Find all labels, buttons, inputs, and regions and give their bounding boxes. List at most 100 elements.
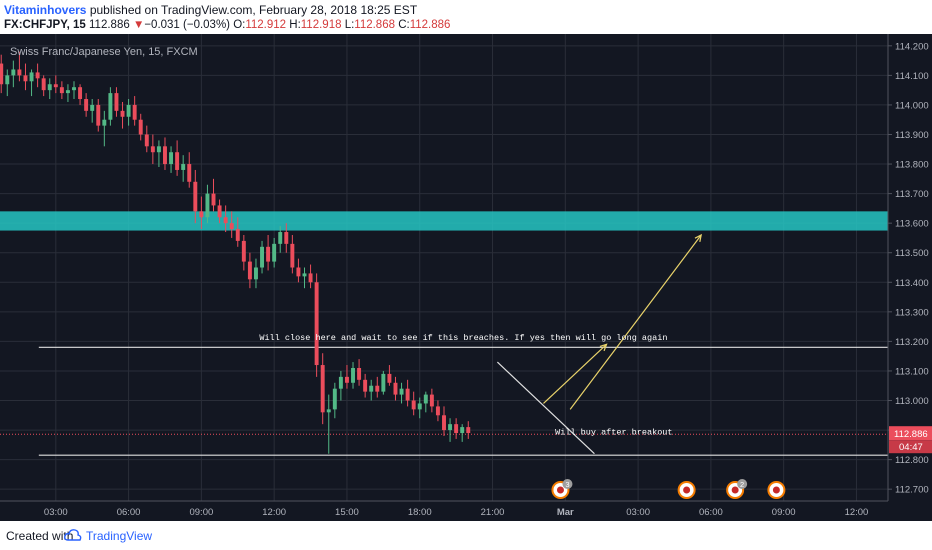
tradingview-brand-link[interactable]: TradingView bbox=[86, 529, 153, 543]
annotation-2: Will buy after breakout bbox=[555, 427, 672, 437]
arrow-head-icon bbox=[599, 343, 608, 352]
price-tick-label: 113.100 bbox=[895, 366, 929, 377]
candle-up bbox=[29, 72, 34, 82]
event-dot bbox=[731, 486, 739, 494]
candle-down bbox=[442, 415, 446, 431]
candle-down bbox=[405, 388, 410, 401]
candle-down bbox=[411, 400, 416, 410]
trend-line[interactable] bbox=[496, 361, 595, 455]
candle-down bbox=[41, 78, 46, 91]
author-link[interactable]: Vitaminhovers bbox=[4, 3, 87, 17]
price-tick-label: 113.700 bbox=[895, 189, 929, 200]
candle-up bbox=[302, 273, 307, 277]
candle-up bbox=[126, 104, 131, 117]
candle-up bbox=[11, 69, 16, 76]
candle-down bbox=[132, 104, 137, 120]
low-value: 112.868 bbox=[354, 19, 395, 31]
candle-down bbox=[114, 93, 119, 111]
price-tick-label: 113.500 bbox=[895, 248, 929, 259]
candle-down bbox=[17, 69, 22, 76]
resistance-zone[interactable] bbox=[0, 211, 888, 231]
countdown-tag bbox=[889, 440, 932, 454]
candle-down bbox=[241, 240, 246, 262]
time-tick-label: 15:00 bbox=[335, 507, 359, 518]
candle-down bbox=[296, 267, 301, 277]
price-tick-label: 113.000 bbox=[895, 396, 929, 407]
candle-down bbox=[344, 376, 349, 383]
time-tick-label: 09:00 bbox=[189, 507, 213, 518]
candle-down bbox=[35, 72, 40, 79]
candle-up bbox=[332, 388, 337, 410]
candle-up bbox=[65, 90, 70, 94]
candle-down bbox=[53, 84, 58, 88]
arrow-line-2[interactable] bbox=[569, 234, 702, 410]
time-tick-label: 09:00 bbox=[772, 507, 796, 518]
publication-header: Vitaminhovers published on TradingView.c… bbox=[0, 0, 932, 34]
last-price-tag bbox=[889, 426, 932, 441]
candle-up bbox=[260, 246, 265, 268]
candle-up bbox=[417, 403, 422, 410]
arrow-line-1[interactable] bbox=[543, 343, 607, 404]
candle-up bbox=[5, 75, 10, 85]
candle-down bbox=[120, 110, 125, 117]
symbol-interval: FX:CHFJPY, 15 bbox=[4, 19, 86, 31]
price-tick-label: 113.400 bbox=[895, 278, 929, 289]
candle-up bbox=[338, 376, 343, 389]
candle-up bbox=[448, 424, 453, 431]
event-badge bbox=[737, 479, 748, 489]
open-value: 112.912 bbox=[245, 19, 287, 31]
candle-up bbox=[272, 243, 277, 262]
price-tick-label: 113.200 bbox=[895, 337, 929, 348]
event-dot bbox=[772, 486, 780, 494]
candle-up bbox=[102, 119, 107, 126]
candle-up bbox=[460, 427, 465, 434]
event-badge-count: 3 bbox=[565, 480, 569, 489]
candle-down bbox=[266, 246, 271, 262]
candle-down bbox=[454, 424, 459, 434]
price-tick-label: 114.100 bbox=[895, 71, 929, 82]
candle-down bbox=[223, 217, 228, 224]
candle-down bbox=[375, 385, 380, 392]
candle-down bbox=[314, 282, 319, 366]
candle-down bbox=[211, 193, 216, 206]
candle-up bbox=[90, 104, 95, 111]
candle-down bbox=[187, 164, 192, 182]
candle-up bbox=[423, 394, 428, 404]
last-price-value: 112.886 bbox=[89, 19, 130, 31]
last-price-tag-label: 112.886 bbox=[894, 429, 928, 440]
time-tick-label: 03:00 bbox=[44, 507, 68, 518]
published-text: published on TradingView.com, February 2… bbox=[89, 3, 418, 17]
candle-up bbox=[326, 409, 331, 413]
candle-down bbox=[357, 367, 362, 380]
countdown-tag-label: 04:47 bbox=[899, 442, 923, 453]
arrow-head-icon bbox=[694, 233, 703, 242]
time-tick-label: 12:00 bbox=[845, 507, 869, 518]
close-label: C: bbox=[398, 19, 410, 31]
time-tick-label: 06:00 bbox=[699, 507, 723, 518]
open-label: O: bbox=[233, 19, 246, 31]
chart-panel[interactable]: Will close here and wait to see if this … bbox=[0, 34, 932, 521]
price-tick-label: 113.300 bbox=[895, 307, 929, 318]
time-tick-label: 06:00 bbox=[117, 507, 141, 518]
candle-down bbox=[235, 229, 240, 241]
candle-down bbox=[284, 232, 289, 244]
candle-up bbox=[47, 84, 52, 91]
candle-up bbox=[369, 385, 374, 392]
candle-down bbox=[308, 273, 313, 283]
candle-up bbox=[278, 232, 283, 244]
candlestick-chart[interactable]: Will close here and wait to see if this … bbox=[0, 34, 932, 521]
down-arrow-icon: ▼ bbox=[132, 19, 145, 31]
price-tick-label: 112.700 bbox=[895, 485, 929, 496]
time-tick-label: 18:00 bbox=[408, 507, 432, 518]
time-axis[interactable] bbox=[0, 501, 932, 521]
chart-title: Swiss Franc/Japanese Yen, 15, FXCM bbox=[10, 46, 198, 58]
price-tick-label: 113.900 bbox=[895, 130, 929, 141]
event-badge-count: 2 bbox=[740, 480, 744, 489]
candle-up bbox=[351, 367, 355, 383]
tradingview-cloud-icon bbox=[64, 529, 82, 541]
time-tick-label: 21:00 bbox=[481, 507, 505, 518]
candle-down bbox=[320, 365, 325, 413]
candle-up bbox=[253, 267, 258, 280]
candle-up bbox=[381, 373, 386, 392]
candle-down bbox=[96, 104, 101, 126]
